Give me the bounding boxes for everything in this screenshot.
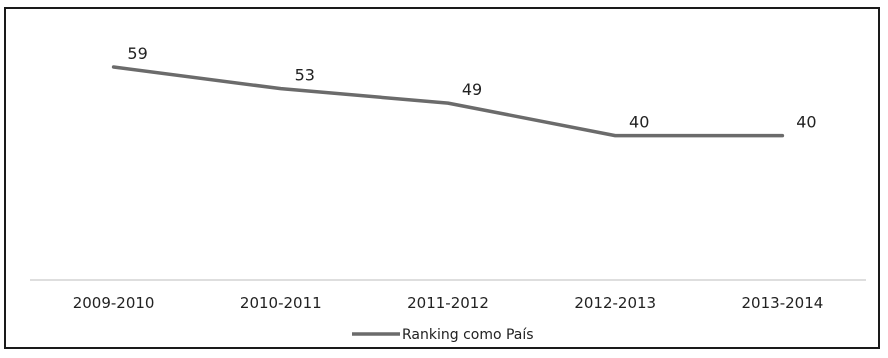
- x-tick-label: 2012-2013: [574, 294, 656, 312]
- x-tick-label: 2013-2014: [742, 294, 824, 312]
- legend-label: Ranking como País: [402, 327, 534, 343]
- data-label: 49: [462, 80, 482, 99]
- x-tick-label: 2011-2012: [407, 294, 489, 312]
- data-label: 40: [796, 113, 816, 132]
- data-label: 53: [295, 66, 315, 85]
- data-label: 40: [629, 113, 649, 132]
- chart-frame: [4, 7, 880, 349]
- series-line: [111, 65, 785, 138]
- x-tick-label: 2009-2010: [73, 294, 155, 312]
- data-label: 59: [127, 44, 147, 63]
- x-tick-label: 2010-2011: [240, 294, 322, 312]
